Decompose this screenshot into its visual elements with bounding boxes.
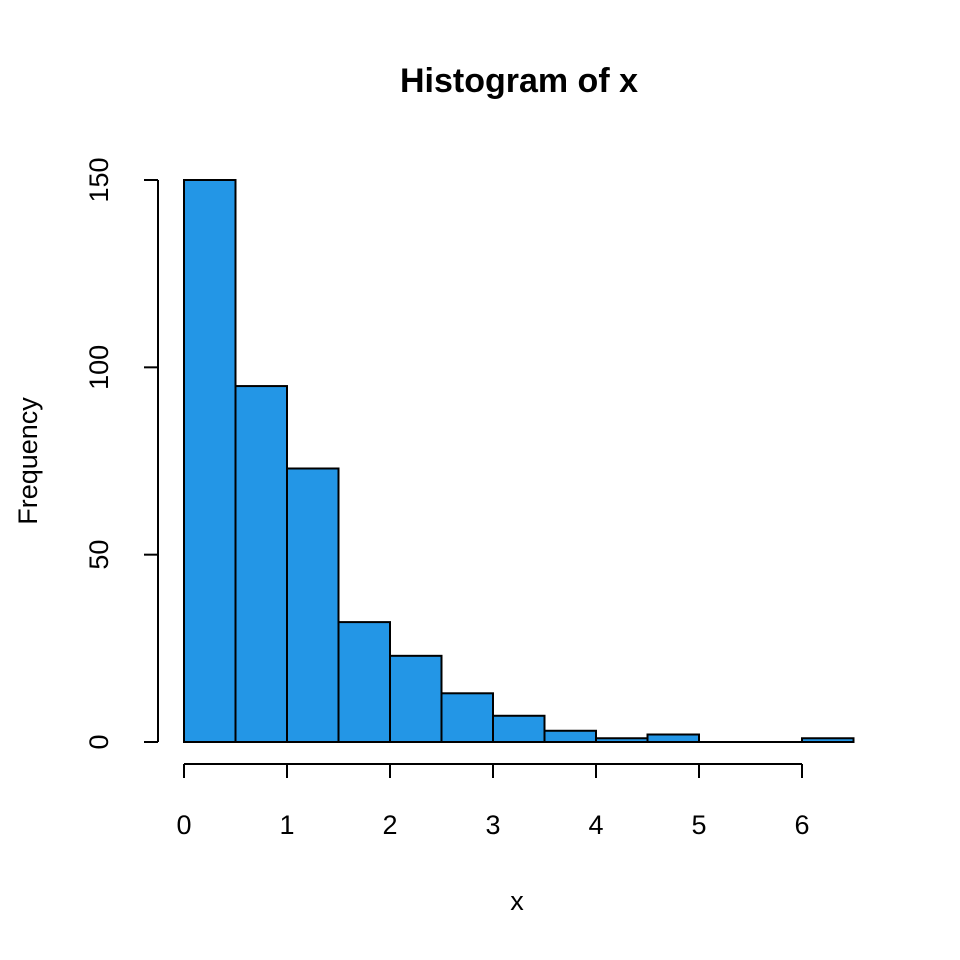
histogram-bar: [234, 385, 288, 743]
histogram-bar: [389, 654, 443, 743]
x-tick-label: 5: [691, 810, 706, 840]
x-tick-label: 6: [794, 810, 809, 840]
x-tick-label: 2: [382, 810, 397, 840]
x-tick-label: 4: [588, 810, 603, 840]
y-tick-label: 0: [84, 734, 114, 749]
y-axis-label: Frequency: [13, 397, 43, 525]
x-axis: 0 1 2 3 4 5 6: [176, 763, 810, 840]
x-axis-label: x: [510, 886, 524, 916]
x-tick-label: 0: [176, 810, 191, 840]
histogram-bar: [801, 737, 855, 744]
chart-title: Histogram of x: [400, 62, 638, 100]
y-tick-label: 100: [84, 345, 114, 390]
histogram-bar: [337, 621, 391, 744]
histogram-bar: [543, 729, 597, 744]
histogram-bar: [286, 467, 340, 743]
x-tick-label: 1: [279, 810, 294, 840]
bars-layer: [183, 179, 855, 744]
histogram-bar: [440, 692, 494, 743]
x-tick-label: 3: [485, 810, 500, 840]
histogram-bar: [595, 737, 649, 744]
y-tick-label: 150: [84, 157, 114, 202]
histogram-bar: [492, 714, 546, 743]
histogram-bar: [183, 179, 237, 743]
histogram-bar: [646, 733, 700, 743]
y-axis: 0 50 100 150: [84, 157, 159, 750]
y-tick-label: 50: [84, 540, 114, 570]
